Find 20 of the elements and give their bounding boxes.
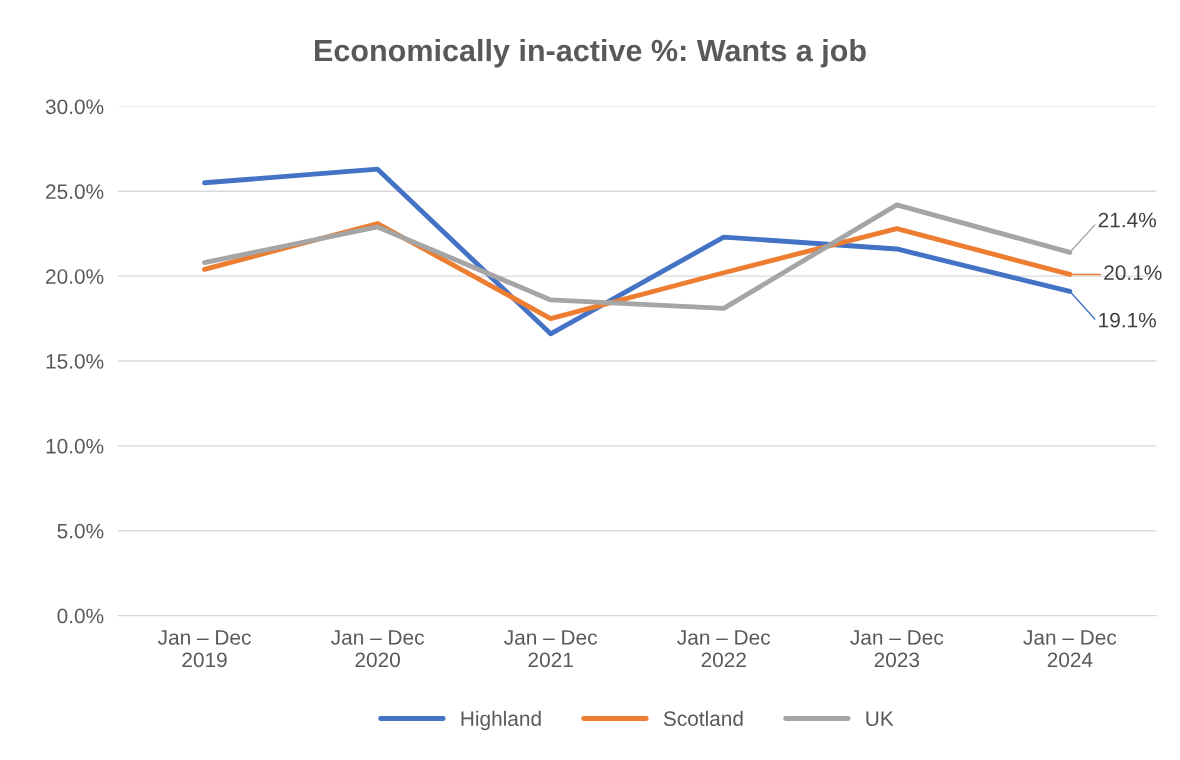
y-tick-label: 30.0%: [45, 99, 104, 115]
y-tick-label: 25.0%: [46, 184, 104, 200]
legend-label: UK: [866, 711, 894, 727]
y-tick-label: 10.0%: [46, 438, 104, 454]
x-tick-label: Jan – Dec 2022: [677, 630, 771, 668]
legend-label: Highland: [461, 710, 541, 731]
y-tick-label: 20.0%: [46, 269, 104, 284]
data-label: 20.1%: [1104, 265, 1162, 281]
y-tick-label: 0.0%: [57, 608, 104, 624]
data-label: 21.4%: [1098, 212, 1156, 228]
y-tick-label: 15.0%: [46, 354, 104, 369]
x-tick-label: Jan – Dec 2021: [504, 630, 598, 668]
legend-label: Scotland: [663, 710, 743, 727]
y-tick-label: 5.0%: [57, 523, 104, 539]
chart-title: Economically in-active %: Wants a job: [315, 38, 866, 68]
x-tick-label: Jan – Dec 2019: [157, 630, 251, 668]
x-tick-label: Jan – Dec 2020: [331, 630, 424, 668]
data-label: 19.1%: [1099, 312, 1156, 328]
x-tick-label: Jan – Dec 2024: [1023, 630, 1117, 668]
x-tick-label: Jan – Dec 2023: [850, 630, 944, 668]
